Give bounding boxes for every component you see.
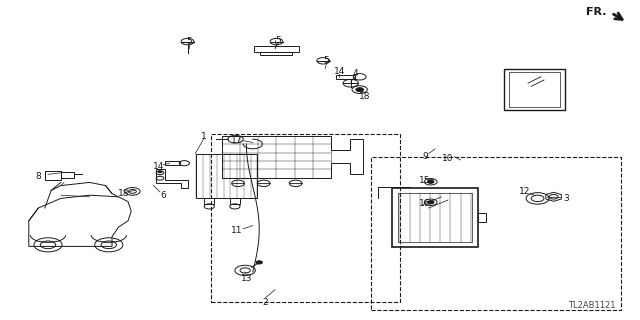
Bar (165, 161, 180, 165)
Text: 15: 15 (419, 176, 430, 185)
Bar (254, 46, 299, 52)
Text: 4: 4 (353, 69, 358, 78)
Text: 12: 12 (519, 188, 531, 196)
Bar (371, 157, 621, 310)
Bar (392, 188, 479, 247)
Text: 14: 14 (153, 162, 164, 171)
Bar (479, 213, 486, 222)
Text: 7: 7 (273, 42, 278, 51)
Text: FR.: FR. (586, 7, 607, 17)
Bar (260, 52, 292, 55)
Bar (509, 72, 559, 107)
Bar (336, 75, 355, 79)
Bar (398, 193, 472, 243)
Text: 13: 13 (241, 274, 252, 283)
Text: 14: 14 (333, 67, 345, 76)
Text: 6: 6 (161, 191, 166, 200)
Bar (222, 136, 331, 178)
Text: 5: 5 (276, 36, 281, 44)
Text: 3: 3 (564, 194, 569, 203)
Text: 17: 17 (231, 136, 243, 145)
Text: 9: 9 (423, 152, 428, 161)
Text: 10: 10 (442, 154, 454, 163)
Circle shape (256, 261, 262, 264)
Bar (211, 134, 400, 302)
Circle shape (428, 180, 434, 183)
Circle shape (428, 201, 434, 204)
Bar (230, 198, 240, 204)
Text: 5: 5 (324, 56, 329, 65)
Text: 11: 11 (231, 226, 243, 235)
Text: 5: 5 (186, 37, 191, 46)
Text: 16: 16 (419, 199, 430, 208)
Bar (61, 172, 74, 178)
Circle shape (158, 171, 162, 173)
Bar (45, 171, 61, 180)
Text: 1: 1 (201, 132, 206, 140)
Text: TL2AB1121: TL2AB1121 (568, 301, 616, 310)
Bar (204, 198, 214, 204)
Circle shape (356, 88, 364, 92)
Text: 18: 18 (359, 92, 371, 100)
Text: 18: 18 (118, 189, 129, 198)
Bar (504, 69, 564, 110)
Polygon shape (331, 139, 363, 174)
Polygon shape (156, 169, 188, 188)
Text: 8: 8 (36, 172, 41, 180)
Bar (196, 154, 257, 198)
Text: 2: 2 (263, 298, 268, 307)
